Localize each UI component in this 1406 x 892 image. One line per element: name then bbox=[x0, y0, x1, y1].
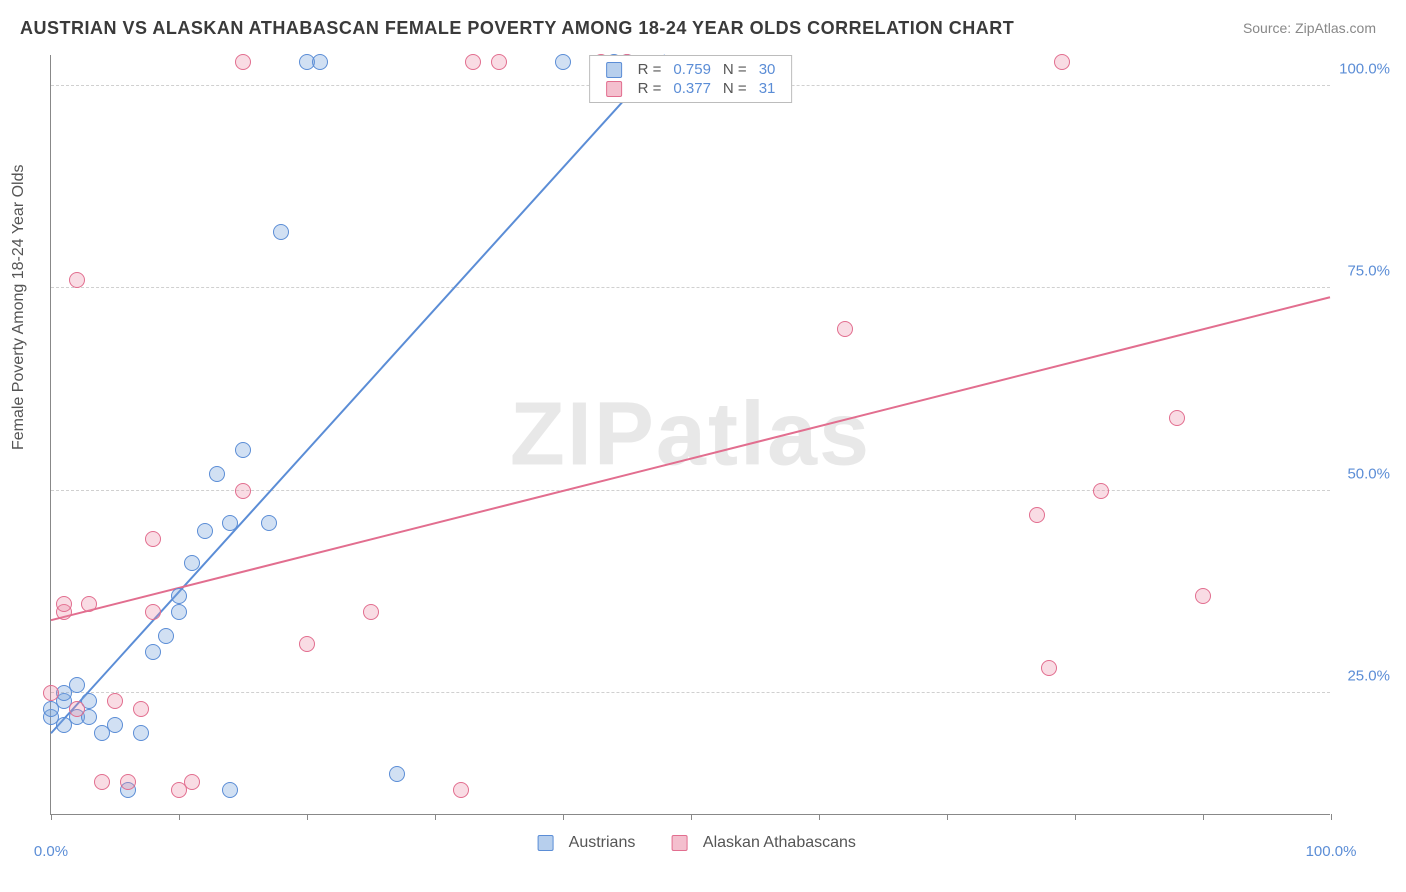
data-point bbox=[94, 774, 110, 790]
data-point bbox=[133, 701, 149, 717]
data-point bbox=[363, 604, 379, 620]
data-point bbox=[1093, 483, 1109, 499]
correlation-legend: R =0.759N =30R =0.377N =31 bbox=[589, 55, 793, 103]
series-legend: Austrians Alaskan Athabascans bbox=[513, 834, 868, 852]
data-point bbox=[184, 774, 200, 790]
data-point bbox=[69, 701, 85, 717]
data-point bbox=[133, 725, 149, 741]
data-point bbox=[453, 782, 469, 798]
legend-n-value: 31 bbox=[753, 79, 782, 98]
data-point bbox=[491, 54, 507, 70]
legend-swatch bbox=[606, 81, 622, 97]
data-point bbox=[171, 604, 187, 620]
x-tick-mark bbox=[819, 814, 820, 820]
data-point bbox=[69, 677, 85, 693]
y-tick-label: 75.0% bbox=[1347, 263, 1390, 280]
legend-r-value: 0.759 bbox=[667, 60, 717, 79]
data-point bbox=[171, 588, 187, 604]
x-tick-mark bbox=[691, 814, 692, 820]
x-tick-mark bbox=[1331, 814, 1332, 820]
legend-swatch bbox=[537, 835, 553, 851]
data-point bbox=[312, 54, 328, 70]
legend-n-label: N = bbox=[717, 60, 753, 79]
data-point bbox=[273, 224, 289, 240]
x-tick-label: 0.0% bbox=[34, 843, 68, 860]
x-tick-mark bbox=[179, 814, 180, 820]
data-point bbox=[209, 466, 225, 482]
chart-title: AUSTRIAN VS ALASKAN ATHABASCAN FEMALE PO… bbox=[20, 18, 1014, 39]
data-point bbox=[107, 693, 123, 709]
data-point bbox=[1029, 507, 1045, 523]
data-point bbox=[555, 54, 571, 70]
data-point bbox=[184, 555, 200, 571]
data-point bbox=[197, 523, 213, 539]
y-axis-label: Female Poverty Among 18-24 Year Olds bbox=[10, 165, 28, 451]
data-point bbox=[389, 766, 405, 782]
legend-r-value: 0.377 bbox=[667, 79, 717, 98]
points-layer bbox=[51, 55, 1330, 814]
legend-swatch bbox=[671, 835, 687, 851]
plot-area: 25.0%50.0%75.0%100.0%0.0%100.0% ZIPatlas… bbox=[50, 55, 1330, 815]
data-point bbox=[145, 644, 161, 660]
x-tick-mark bbox=[435, 814, 436, 820]
legend-row: R =0.377N =31 bbox=[600, 79, 782, 98]
legend-swatch bbox=[606, 62, 622, 78]
x-tick-mark bbox=[947, 814, 948, 820]
legend-item: Austrians bbox=[525, 834, 635, 851]
data-point bbox=[299, 636, 315, 652]
x-tick-mark bbox=[307, 814, 308, 820]
data-point bbox=[235, 54, 251, 70]
y-tick-label: 25.0% bbox=[1347, 667, 1390, 684]
data-point bbox=[120, 774, 136, 790]
data-point bbox=[69, 272, 85, 288]
data-point bbox=[465, 54, 481, 70]
source-label: Source: ZipAtlas.com bbox=[1243, 20, 1376, 36]
data-point bbox=[837, 321, 853, 337]
y-tick-label: 50.0% bbox=[1347, 465, 1390, 482]
data-point bbox=[1169, 410, 1185, 426]
data-point bbox=[107, 717, 123, 733]
data-point bbox=[235, 442, 251, 458]
x-tick-mark bbox=[51, 814, 52, 820]
data-point bbox=[222, 515, 238, 531]
data-point bbox=[1041, 660, 1057, 676]
legend-row: R =0.759N =30 bbox=[600, 60, 782, 79]
x-tick-label: 100.0% bbox=[1306, 843, 1357, 860]
data-point bbox=[145, 531, 161, 547]
data-point bbox=[158, 628, 174, 644]
x-tick-mark bbox=[563, 814, 564, 820]
data-point bbox=[43, 685, 59, 701]
data-point bbox=[1195, 588, 1211, 604]
data-point bbox=[222, 782, 238, 798]
data-point bbox=[56, 596, 72, 612]
data-point bbox=[145, 604, 161, 620]
data-point bbox=[235, 483, 251, 499]
legend-r-label: R = bbox=[632, 79, 668, 98]
y-tick-label: 100.0% bbox=[1339, 61, 1390, 78]
data-point bbox=[261, 515, 277, 531]
legend-n-value: 30 bbox=[753, 60, 782, 79]
x-tick-mark bbox=[1075, 814, 1076, 820]
data-point bbox=[81, 596, 97, 612]
legend-r-label: R = bbox=[632, 60, 668, 79]
data-point bbox=[1054, 54, 1070, 70]
x-tick-mark bbox=[1203, 814, 1204, 820]
legend-n-label: N = bbox=[717, 79, 753, 98]
legend-item: Alaskan Athabascans bbox=[659, 834, 856, 851]
